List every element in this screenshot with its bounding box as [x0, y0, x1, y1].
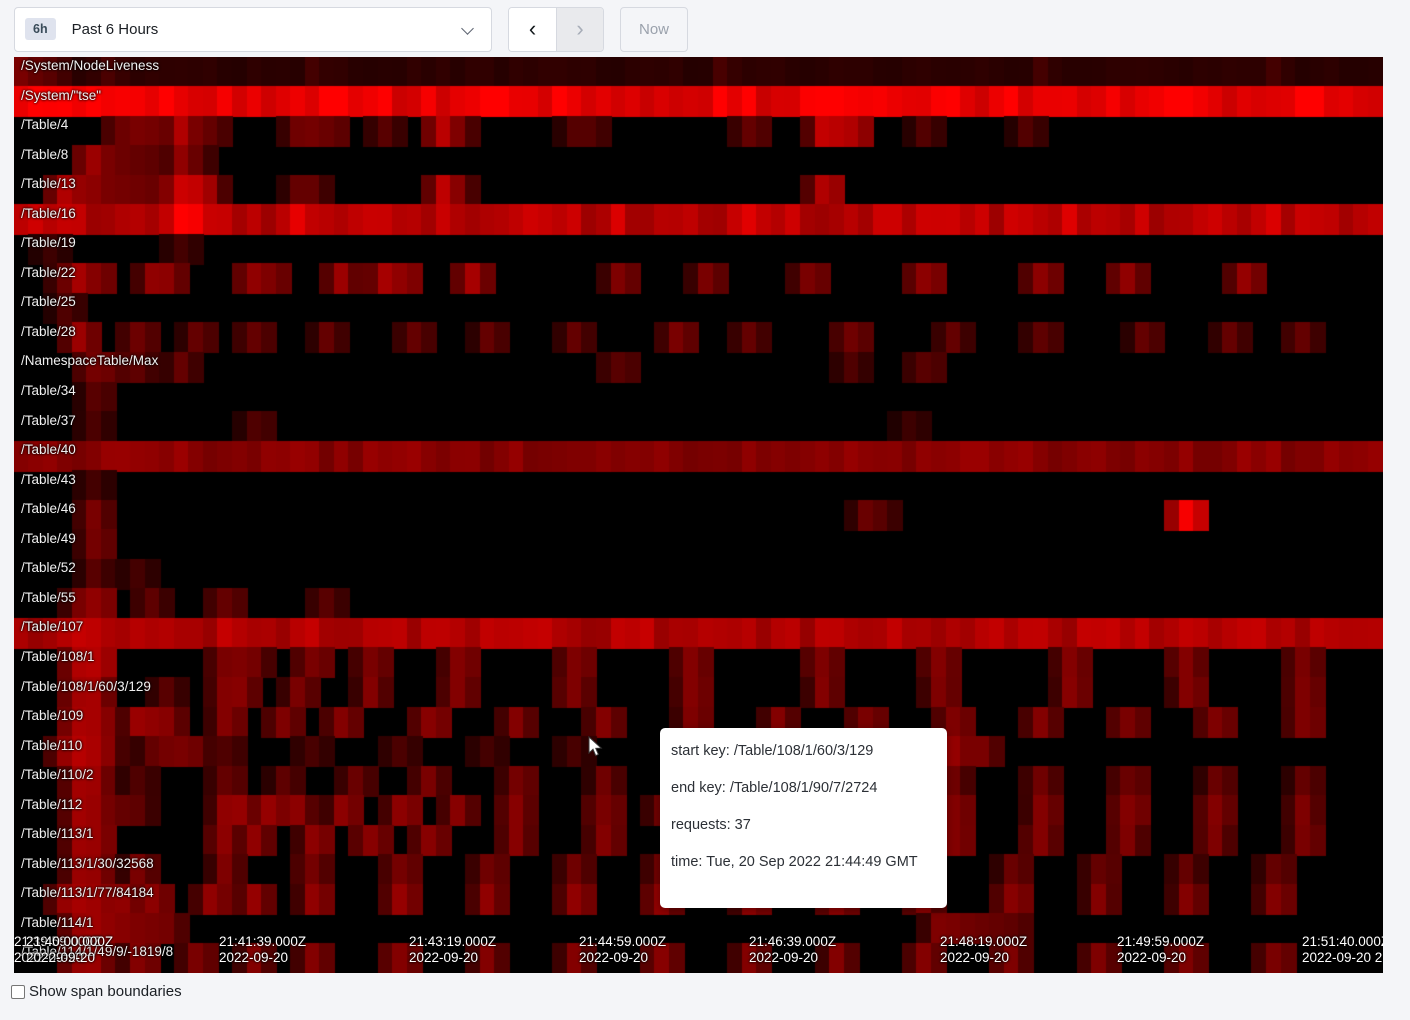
now-button[interactable]: Now: [620, 6, 688, 52]
show-span-boundaries-label[interactable]: Show span boundaries: [29, 983, 182, 1000]
previous-range-button[interactable]: ‹: [509, 7, 556, 51]
keyvisualizer-heatmap[interactable]: /System/NodeLiveness/System/"tse"/Table/…: [14, 57, 1383, 973]
tooltip-end-key: end key: /Table/108/1/90/7/2724: [671, 780, 878, 796]
show-span-boundaries-checkbox[interactable]: [11, 985, 25, 999]
heatmap-footer: Show span boundaries: [0, 975, 1410, 1020]
tooltip-time: time: Tue, 20 Sep 2022 21:44:49 GMT: [671, 854, 918, 870]
heatmap-x-label: 21:39:59.000Z 2022-09-20: [14, 934, 102, 965]
heatmap-x-label: 21:48:19.000Z 2022-09-20: [940, 934, 1028, 965]
heatmap-x-label: 21:51:40.000Z 2022-09-20 2: [1302, 934, 1383, 965]
tooltip-start-key: start key: /Table/108/1/60/3/129: [671, 743, 874, 759]
chevron-down-icon: [462, 23, 475, 36]
heatmap-x-label: 21:40:00.000Z 2022-09-20: [26, 934, 114, 965]
heatmap-x-label: 21:43:19.000Z 2022-09-20: [409, 934, 497, 965]
tooltip-requests: requests: 37: [671, 817, 751, 833]
heatmap-x-label: 21:44:59.000Z 2022-09-20: [579, 934, 667, 965]
time-range-dropdown[interactable]: 6h Past 6 Hours: [14, 6, 492, 52]
next-range-button[interactable]: ›: [556, 7, 603, 51]
time-nav-group: ‹ ›: [508, 6, 604, 52]
heatmap-x-label: 21:41:39.000Z 2022-09-20: [219, 934, 307, 965]
heatmap-tooltip: start key: /Table/108/1/60/3/129 end key…: [660, 728, 947, 908]
time-range-label: Past 6 Hours: [71, 20, 159, 38]
heatmap-x-label: 21:49:59.000Z 2022-09-20: [1117, 934, 1205, 965]
heatmap-x-label: 21:46:39.000Z 2022-09-20: [749, 934, 837, 965]
mouse-cursor-icon: [588, 736, 603, 757]
time-range-toolbar: 6h Past 6 Hours ‹ › Now: [0, 0, 1410, 58]
time-range-badge: 6h: [25, 17, 56, 41]
